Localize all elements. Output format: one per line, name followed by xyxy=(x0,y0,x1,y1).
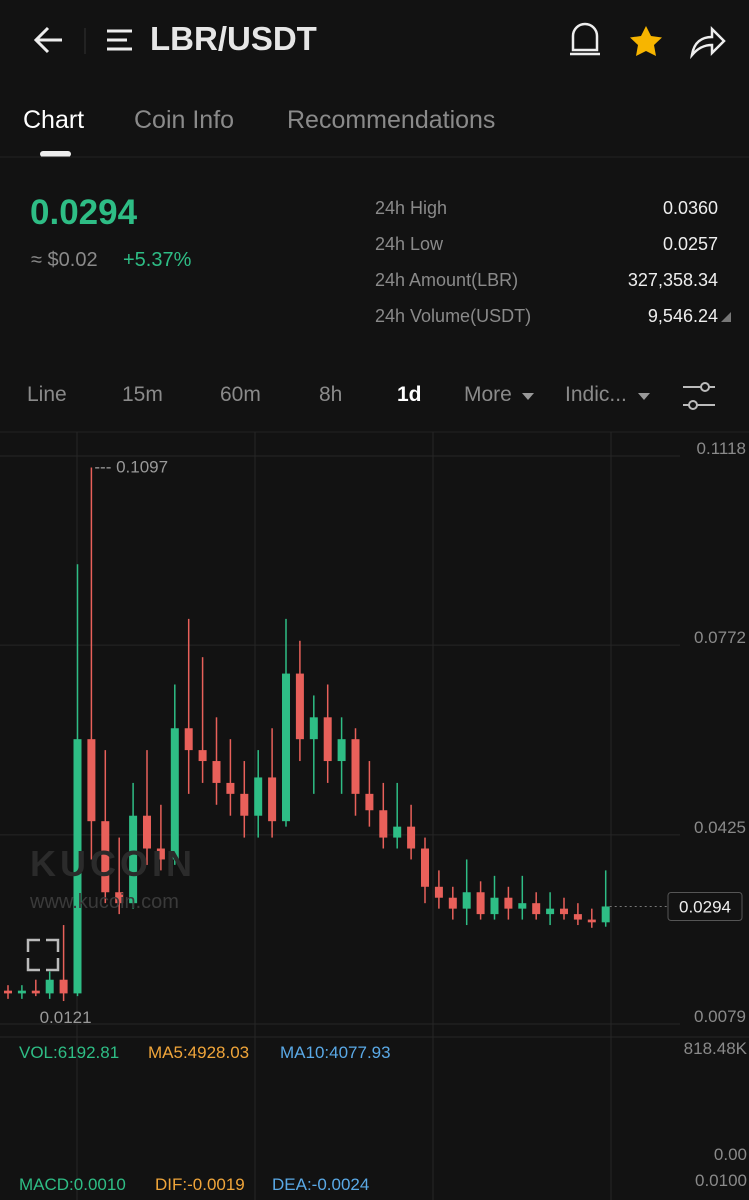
candle-body xyxy=(87,739,96,822)
candle-body xyxy=(560,908,568,915)
stat-value: 9,546.24 xyxy=(647,306,718,326)
candle-body xyxy=(365,793,374,811)
back-icon[interactable] xyxy=(33,26,62,54)
candle-body xyxy=(448,897,457,909)
last-price-box xyxy=(667,891,743,921)
watermark-url: www.kucoin.com xyxy=(30,891,179,913)
candle-body xyxy=(504,897,513,909)
stat-label: 24h Amount(LBR) xyxy=(375,270,519,290)
candle-body xyxy=(170,728,179,860)
tab-indicator xyxy=(40,151,71,157)
candle-body xyxy=(462,892,471,909)
candle-body xyxy=(254,777,263,816)
macd-label: MACD:0.0010 xyxy=(19,1175,126,1194)
candle-body xyxy=(532,903,541,915)
ma5-label: MA5:4928.03 xyxy=(148,1043,250,1062)
star-icon[interactable] xyxy=(630,26,662,56)
candle-body xyxy=(393,826,402,838)
dif-label: DIF:-0.0019 xyxy=(155,1175,245,1194)
vol-label: VOL:6192.81 xyxy=(19,1043,120,1062)
timeframe[interactable]: Indic... xyxy=(565,383,627,406)
timeframe[interactable]: Line xyxy=(27,383,67,406)
settings-knob xyxy=(700,382,710,392)
candle-body xyxy=(518,903,527,909)
candle-body xyxy=(309,717,318,740)
timeframe[interactable]: More xyxy=(464,383,512,406)
candle-body xyxy=(212,761,221,783)
candle-body xyxy=(115,892,124,904)
candle-body xyxy=(198,750,207,762)
candle-body xyxy=(73,739,82,994)
candle-body xyxy=(4,990,12,994)
candle-body xyxy=(240,793,249,816)
candle-body xyxy=(268,777,277,822)
price-change: +5.37% xyxy=(123,249,192,271)
timeframe[interactable]: 1d xyxy=(397,383,422,406)
tab[interactable]: Chart xyxy=(23,106,85,134)
vol-min: 0.00 xyxy=(713,1145,747,1164)
tab[interactable]: Recommendations xyxy=(287,106,496,134)
timeframe[interactable]: 15m xyxy=(122,383,163,406)
candle-body xyxy=(587,919,596,923)
stat-value: 327,358.34 xyxy=(627,270,718,290)
candle-body xyxy=(421,848,429,887)
timeframe[interactable]: 60m xyxy=(220,383,261,406)
candle-body xyxy=(101,821,110,893)
timeframe[interactable]: 8h xyxy=(319,383,343,406)
y-tick-label: 0.0772 xyxy=(694,628,746,647)
candle-body xyxy=(379,810,388,838)
macd-top: 0.0100 xyxy=(695,1171,747,1190)
usd-price: ≈ $0.02 xyxy=(31,249,98,271)
candle-body xyxy=(434,886,443,898)
vol-max: 818.48K xyxy=(683,1039,747,1058)
candle-body xyxy=(337,739,346,762)
candle-body xyxy=(156,848,165,860)
low-label: 0.0121 xyxy=(40,1008,92,1027)
y-tick-label: 0.0079 xyxy=(694,1007,746,1026)
ma10-label: MA10:4077.93 xyxy=(280,1043,391,1062)
stat-label: 24h Volume(USDT) xyxy=(375,306,532,326)
corner-arrow xyxy=(721,312,731,322)
candle-body xyxy=(184,728,193,751)
candle-body xyxy=(490,897,499,915)
candle-body xyxy=(17,990,26,994)
share-icon[interactable] xyxy=(690,25,726,60)
candle-body xyxy=(143,815,151,849)
stat-value: 0.0257 xyxy=(662,234,718,254)
candle-body xyxy=(45,979,54,994)
candle-body xyxy=(323,717,332,762)
y-tick-label: 0.0425 xyxy=(694,818,746,837)
candle-body xyxy=(282,673,290,822)
candle-body xyxy=(351,739,360,794)
stat-label: 24h High xyxy=(375,198,448,218)
high-label: --- 0.1097 xyxy=(94,457,168,476)
alert-icon[interactable] xyxy=(570,22,600,56)
fullscreen-icon[interactable] xyxy=(26,938,60,972)
watermark-brand: KUCOIN xyxy=(30,843,196,884)
last-price-label: 0.0294 xyxy=(679,897,731,916)
candle-body xyxy=(295,673,304,740)
candle-body xyxy=(601,906,610,923)
candle-body xyxy=(129,815,138,904)
last-price: 0.0294 xyxy=(30,193,138,232)
candle-body xyxy=(226,782,235,794)
candle-body xyxy=(59,979,68,994)
stat-label: 24h Low xyxy=(375,234,444,254)
settings-knob xyxy=(688,400,698,410)
candle-body xyxy=(476,892,485,915)
menu-icon[interactable] xyxy=(107,29,132,51)
candle-body xyxy=(407,826,416,849)
y-tick-label: 0.1118 xyxy=(697,439,746,458)
pair-title: LBR/USDT xyxy=(150,20,317,57)
candle-body xyxy=(546,908,555,915)
candle-body xyxy=(573,914,582,920)
dea-label: DEA:-0.0024 xyxy=(272,1175,370,1194)
candle-body xyxy=(31,990,40,994)
stat-value: 0.0360 xyxy=(662,198,718,218)
tab[interactable]: Coin Info xyxy=(134,106,235,134)
